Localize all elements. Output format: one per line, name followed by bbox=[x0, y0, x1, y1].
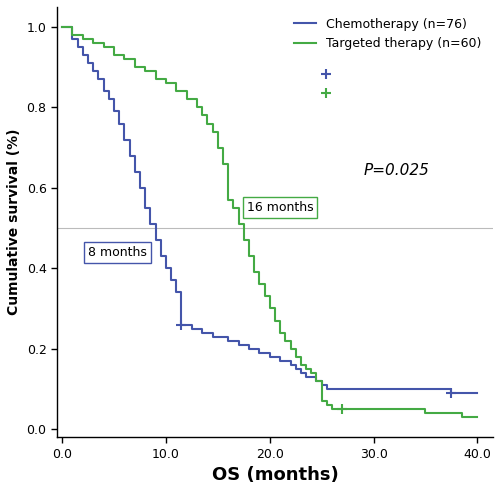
Text: P=0.025: P=0.025 bbox=[364, 163, 430, 178]
Legend: Chemotherapy (n=76), Targeted therapy (n=60): Chemotherapy (n=76), Targeted therapy (n… bbox=[289, 13, 486, 55]
Line: Chemotherapy (n=76): Chemotherapy (n=76) bbox=[62, 27, 478, 393]
Targeted therapy (n=60) bbox=[59, 24, 65, 30]
Y-axis label: Cumulative survival (%): Cumulative survival (%) bbox=[7, 129, 21, 315]
Chemotherapy (n=76) bbox=[59, 24, 65, 30]
Chemotherapy (n=76) bbox=[474, 390, 480, 396]
Targeted therapy (n=60) bbox=[220, 161, 226, 166]
Text: 8 months: 8 months bbox=[88, 246, 147, 259]
Targeted therapy (n=60) bbox=[194, 96, 200, 102]
Targeted therapy (n=60) bbox=[474, 414, 480, 420]
Text: 16 months: 16 months bbox=[247, 201, 314, 214]
Chemotherapy (n=76) bbox=[132, 153, 138, 159]
Targeted therapy (n=60) bbox=[132, 64, 138, 70]
Chemotherapy (n=76) bbox=[85, 52, 91, 58]
Chemotherapy (n=76) bbox=[210, 329, 216, 335]
Chemotherapy (n=76) bbox=[189, 326, 195, 331]
Targeted therapy (n=60) bbox=[241, 221, 247, 227]
Targeted therapy (n=60) bbox=[163, 77, 169, 82]
Chemotherapy (n=76) bbox=[74, 36, 80, 42]
Targeted therapy (n=60) bbox=[459, 414, 465, 420]
Chemotherapy (n=76) bbox=[448, 390, 454, 396]
X-axis label: OS (months): OS (months) bbox=[212, 466, 338, 484]
Targeted therapy (n=60) bbox=[308, 370, 314, 376]
Chemotherapy (n=76) bbox=[292, 366, 298, 372]
Line: Targeted therapy (n=60): Targeted therapy (n=60) bbox=[62, 27, 478, 417]
